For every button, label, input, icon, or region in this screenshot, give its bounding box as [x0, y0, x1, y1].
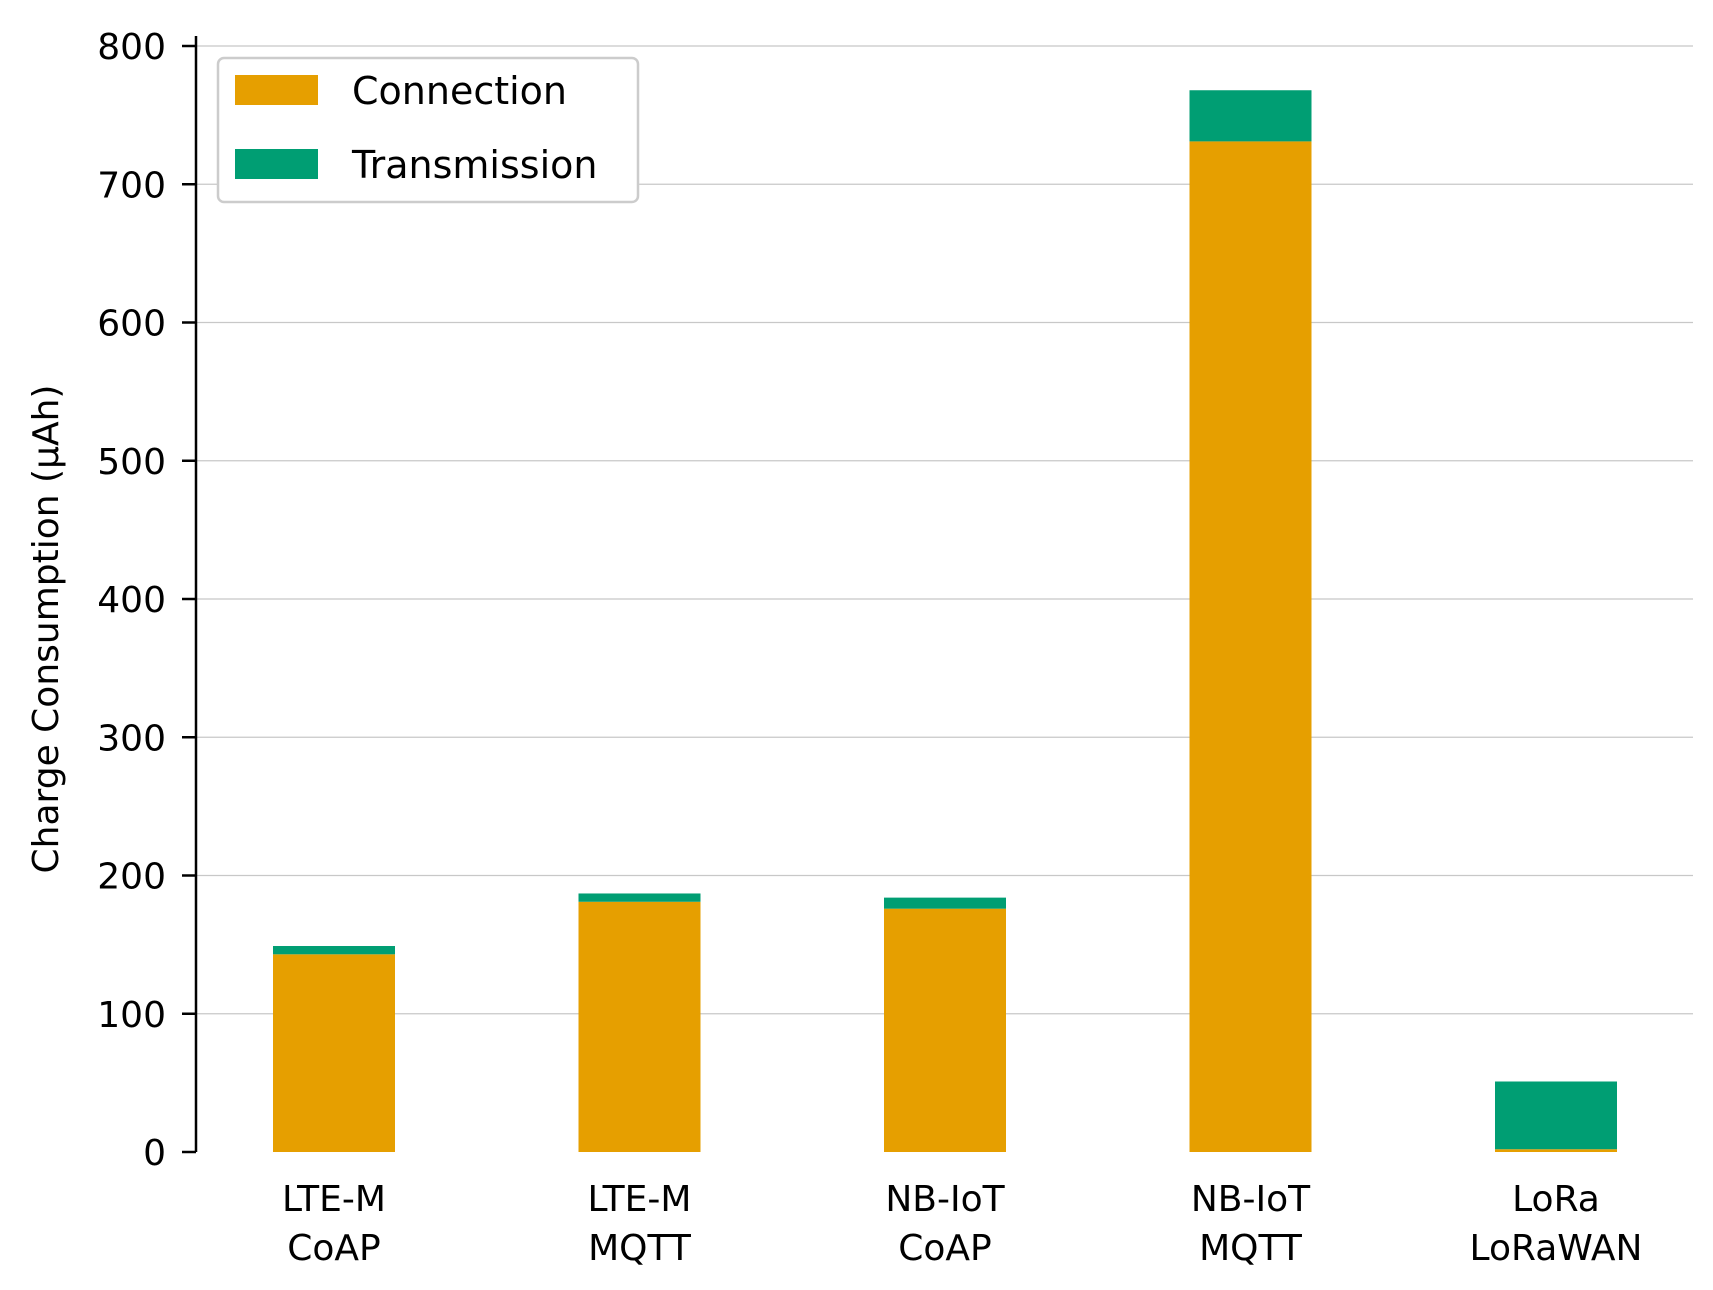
legend: Connection Transmission: [216, 56, 640, 204]
x-category-labels: LTE-M CoAP LTE-M MQTT NB-IoT CoAP NB-IoT MQTT Lo…: [282, 1179, 1642, 1269]
x-category-label-3-line-1: MQTT: [1199, 1228, 1303, 1269]
y-tick-label-200: 200: [97, 857, 166, 898]
y-tick-label-400: 400: [97, 580, 166, 621]
bar-transmission-4: [1495, 1081, 1617, 1150]
y-tick-label-100: 100: [97, 995, 166, 1036]
x-category-label-3-line-0: NB-IoT: [1191, 1179, 1311, 1220]
bar-connection-4: [1495, 1149, 1617, 1152]
bar-connection-0: [273, 954, 395, 1152]
bars: [273, 90, 1617, 1152]
bar-connection-1: [578, 901, 701, 1152]
x-category-label-2-line-1: CoAP: [898, 1228, 992, 1269]
legend-box: [216, 56, 640, 204]
y-tick-label-800: 800: [97, 27, 166, 68]
x-category-label-4-line-0: LoRa: [1512, 1179, 1600, 1220]
y-tick-label-0: 0: [143, 1133, 166, 1174]
legend-swatch-connection: [235, 75, 318, 105]
x-category-label-0-line-1: CoAP: [287, 1228, 381, 1269]
bar-connection-3: [1189, 141, 1312, 1152]
legend-swatch-transmission: [235, 149, 318, 179]
y-ticks: 0 100 200 300 400 500 600 700 800: [97, 27, 196, 1174]
legend-label-connection: Connection: [352, 69, 567, 113]
x-category-label-1-line-1: MQTT: [588, 1228, 692, 1269]
y-tick-label-600: 600: [97, 304, 166, 345]
y-tick-label-500: 500: [97, 442, 166, 483]
y-tick-label-700: 700: [97, 165, 166, 206]
bar-transmission-0: [273, 946, 395, 955]
legend-label-transmission: Transmission: [351, 143, 597, 187]
bar-transmission-2: [884, 897, 1006, 909]
y-axis-title: Charge Consumption (µAh): [26, 385, 67, 874]
x-category-label-2-line-0: NB-IoT: [885, 1179, 1005, 1220]
bar-transmission-1: [578, 893, 701, 902]
x-category-label-4-line-1: LoRaWAN: [1470, 1228, 1643, 1269]
bar-transmission-3: [1189, 90, 1312, 142]
y-tick-label-300: 300: [97, 718, 166, 759]
x-category-label-0-line-0: LTE-M: [282, 1179, 386, 1220]
bar-connection-2: [884, 908, 1006, 1152]
x-category-label-1-line-0: LTE-M: [588, 1179, 692, 1220]
